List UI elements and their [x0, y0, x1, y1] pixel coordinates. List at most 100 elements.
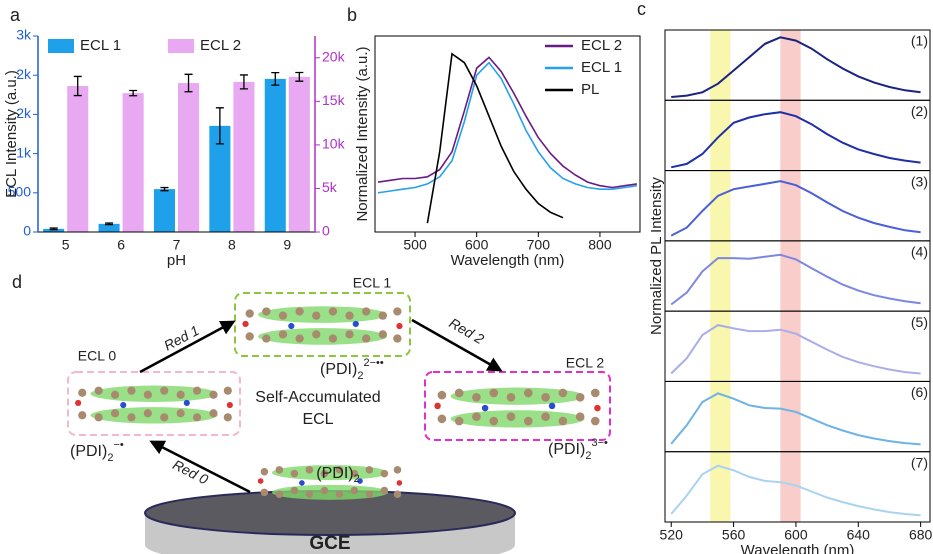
panel-label: c — [637, 0, 646, 19]
panel-label: b — [347, 5, 357, 25]
error-bar — [215, 107, 224, 145]
y2-tick-label: 5k — [322, 179, 338, 195]
error-bar — [239, 74, 248, 90]
species-box — [424, 371, 611, 441]
error-bar — [49, 227, 58, 231]
error-bar — [184, 73, 193, 93]
species-box — [234, 292, 411, 357]
error-bar — [295, 71, 304, 82]
species-formula: (PDI)23−• — [548, 437, 608, 462]
formula-sub: 2 — [585, 450, 591, 462]
species-formula: (PDI)22−•• — [320, 357, 384, 382]
spectrum-line — [670, 180, 921, 237]
legend-label: ECL 1 — [80, 37, 121, 54]
error-bar — [73, 75, 82, 97]
error-bar — [129, 89, 138, 97]
x-axis-label: Wavelength (nm) — [451, 252, 565, 269]
x-tick-label: 500 — [403, 237, 427, 253]
bar — [288, 76, 310, 233]
y2-tick-label: 10k — [322, 136, 346, 152]
subplot-label: (7) — [911, 454, 928, 470]
x-tick-label: 800 — [588, 237, 612, 253]
molecule — [242, 306, 403, 345]
caption-line: ECL — [302, 411, 333, 428]
formula-sup: 2−•• — [363, 357, 383, 369]
formula-base: (PDI) — [316, 465, 353, 482]
y-tick-label: 3k — [16, 27, 32, 43]
bar — [209, 125, 231, 232]
y-axis-label: Normalized PL Intensity — [648, 177, 665, 335]
caption-line: Self-Accumulated — [255, 389, 380, 406]
legend-label: PL — [581, 81, 599, 98]
formula-base: (PDI) — [548, 441, 585, 458]
bar — [98, 223, 120, 232]
y-tick-label: 1k — [16, 144, 32, 160]
bar — [233, 81, 255, 232]
y2-tick-label: 20k — [322, 48, 346, 64]
y2-tick-label: 0 — [322, 223, 330, 239]
species-label: ECL 1 — [353, 275, 392, 291]
x-tick-label: 9 — [283, 237, 291, 253]
spectrum-line — [670, 324, 921, 375]
formula-sub: 2 — [354, 473, 360, 485]
panel-label: a — [10, 5, 21, 25]
y-tick-label: 500 — [8, 184, 32, 200]
error-bar — [105, 222, 114, 226]
y-tick-label: 2k — [16, 105, 32, 121]
arrow — [411, 318, 503, 372]
formula-sub: 2 — [107, 452, 113, 464]
formula-sup: −• — [113, 439, 123, 451]
spectrum-line — [670, 392, 921, 446]
x-tick-label: 520 — [660, 527, 684, 543]
x-tick-label: 8 — [228, 237, 236, 253]
error-bar — [271, 71, 280, 86]
legend-label: ECL 2 — [581, 37, 622, 54]
spectrum-line — [377, 56, 638, 189]
bar — [178, 83, 200, 232]
panel-label: d — [12, 272, 22, 292]
y2-tick-label: 15k — [322, 92, 346, 108]
species-label: ECL 2 — [566, 355, 605, 371]
x-tick-label: 640 — [847, 527, 871, 543]
formula-sub: 2 — [357, 370, 363, 382]
x-tick-label: 600 — [465, 237, 489, 253]
x-axis-label: pH — [167, 252, 186, 269]
bar — [153, 189, 175, 232]
y-axis-label: ECL Intensity (a.u.) — [3, 70, 20, 198]
legend-label: ECL 2 — [200, 37, 241, 54]
bar — [43, 228, 65, 232]
formula-base: (PDI) — [320, 361, 357, 378]
subplot-label: (6) — [911, 384, 928, 400]
arrow — [139, 320, 236, 374]
legend-label: ECL 1 — [581, 59, 622, 76]
formula-base: (PDI) — [70, 443, 107, 460]
x-tick-label: 7 — [173, 237, 181, 253]
species-box — [67, 371, 241, 436]
y-tick-label: 2k — [16, 66, 32, 82]
x-tick-label: 680 — [909, 527, 933, 543]
x-tick-label: 6 — [117, 237, 125, 253]
subplot-label: (2) — [911, 103, 928, 119]
highlight-band — [780, 30, 801, 522]
formula-sup: 3−• — [591, 437, 608, 449]
bar — [67, 86, 89, 233]
subplot-label: (5) — [911, 314, 928, 330]
plot-frame — [374, 35, 641, 233]
x-tick-label: 600 — [784, 527, 808, 543]
spectrum-line — [670, 464, 921, 517]
error-bar — [160, 186, 169, 192]
y-axis-label: Normalized Intensity (a.u.) — [354, 46, 371, 221]
spectrum-line — [426, 52, 564, 224]
diagram: d GCE (PDI)2 ECL 0 ECL 1 ECL 2 (PDI)2−• … — [12, 272, 611, 554]
bar — [122, 93, 144, 232]
highlight-band — [710, 30, 731, 522]
molecule — [434, 387, 601, 428]
spectrum-line — [670, 111, 921, 169]
x-axis-label: Wavelength (nm) — [741, 542, 855, 554]
legend-swatch — [168, 39, 194, 53]
center-formula: (PDI)2 — [316, 465, 359, 485]
spectrum-line — [671, 36, 921, 98]
subplot-frame — [664, 451, 931, 523]
bar — [264, 78, 286, 233]
